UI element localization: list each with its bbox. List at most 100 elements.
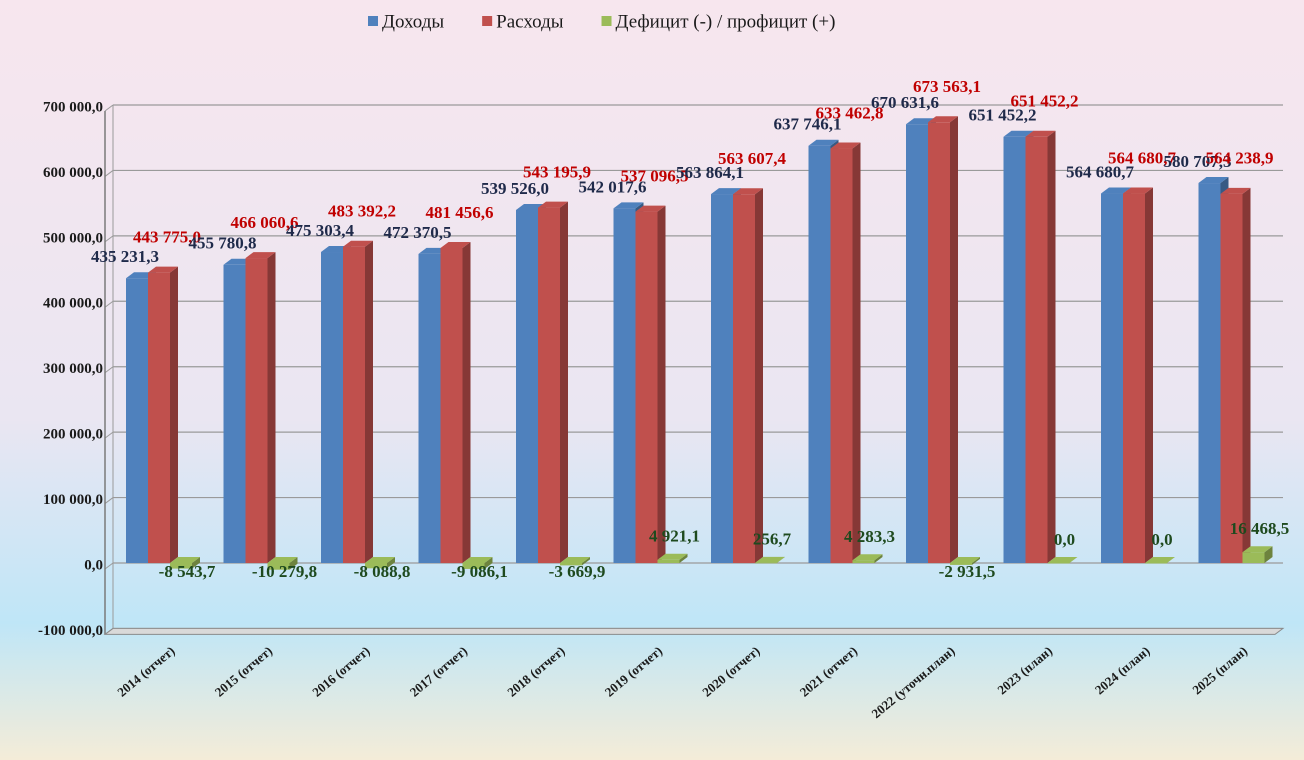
bar-top	[613, 202, 644, 209]
bar-front	[343, 246, 365, 563]
bar-top	[560, 557, 590, 563]
legend-swatch	[601, 16, 612, 26]
value-label: 0,0	[1054, 530, 1075, 549]
value-label: 564 680,7	[1066, 162, 1135, 181]
bar-front	[808, 145, 831, 563]
bar-front	[1047, 563, 1070, 564]
value-label: 637 746,1	[774, 115, 842, 134]
bar-side	[560, 201, 568, 564]
bar-side	[170, 266, 178, 563]
bar-top	[1123, 187, 1153, 194]
y-tick-label: 700 000,0	[43, 99, 103, 115]
y-tick-label: 600 000,0	[43, 165, 103, 181]
bar-side	[484, 557, 493, 569]
value-label: 651 452,2	[1011, 92, 1079, 111]
y-tick-label: 200 000,0	[43, 427, 103, 443]
bar-side	[192, 557, 200, 569]
bar-side	[289, 557, 298, 570]
value-label: 537 096,5	[621, 166, 689, 185]
bar-front	[538, 207, 560, 564]
legend-swatch	[368, 16, 378, 26]
grid-line-depth	[104, 562, 114, 570]
bar-top	[170, 557, 200, 563]
bar-side	[267, 252, 276, 563]
bar-top	[711, 188, 741, 195]
value-label: 4 283,3	[844, 527, 895, 546]
bar-front	[560, 563, 582, 566]
legend-label: Дефицит (-) / профицит (+)	[616, 11, 836, 32]
bar-side	[1242, 187, 1251, 564]
grid-line-depth	[104, 497, 114, 504]
floor	[103, 627, 1285, 635]
bar	[635, 205, 666, 563]
bar-front	[711, 194, 733, 563]
bar	[245, 252, 276, 563]
bar-front	[755, 562, 777, 564]
bar-side	[657, 205, 666, 563]
bar	[462, 557, 493, 569]
value-label: 670 631,6	[871, 93, 939, 112]
bar-top	[343, 240, 373, 247]
bar-front	[1242, 552, 1265, 563]
legend: Доходы Расходы Дефицит (-) / профицит (+)	[368, 11, 835, 32]
bar	[1123, 187, 1153, 564]
bar-side	[1145, 187, 1153, 564]
bar-top	[733, 188, 763, 195]
value-label: 563 607,4	[718, 149, 787, 168]
grid-line-depth	[104, 366, 114, 374]
value-label: 256,7	[753, 530, 792, 549]
bar-top	[148, 266, 178, 273]
bar	[365, 557, 395, 569]
bar-side	[1047, 130, 1056, 563]
y-tick-label: 0,0	[84, 557, 103, 573]
bar	[538, 201, 568, 564]
y-tick-label: 100 000,0	[43, 492, 103, 508]
value-label: 483 392,2	[328, 202, 396, 221]
bar-front	[267, 563, 290, 570]
bar-front	[170, 563, 192, 569]
bar-top	[830, 142, 861, 149]
bar-top	[1198, 177, 1229, 184]
value-label: -8 543,7	[159, 562, 216, 581]
bar-side	[1264, 546, 1273, 563]
value-label: 633 462,8	[816, 103, 884, 122]
legend-label: Расходы	[496, 11, 564, 32]
bar-top	[1047, 557, 1078, 563]
bar-front	[223, 264, 246, 563]
bar-top	[1101, 187, 1131, 194]
bar	[148, 266, 178, 563]
value-label: -8 088,8	[354, 562, 411, 581]
bar	[267, 557, 298, 570]
bar-side	[755, 188, 763, 563]
bar-side	[387, 557, 395, 569]
bar	[1025, 130, 1056, 563]
bar-side	[365, 240, 373, 563]
bar-top	[1242, 546, 1273, 553]
bar	[950, 557, 980, 565]
value-label: -2 931,5	[939, 562, 996, 581]
bar	[440, 241, 471, 564]
y-tick-label: 500 000,0	[43, 230, 103, 246]
bar-side	[777, 556, 785, 563]
bar	[1145, 557, 1175, 564]
value-label: 16 468,5	[1230, 519, 1290, 538]
y-tick-label: 300 000,0	[43, 361, 103, 377]
bar-side	[462, 241, 471, 564]
bar-front	[657, 559, 680, 563]
bar	[560, 557, 590, 566]
legend-item: Дефицит (-) / профицит (+)	[601, 11, 836, 32]
bar-front	[1198, 183, 1221, 563]
bar	[928, 116, 958, 563]
value-label: 0,0	[1151, 530, 1172, 549]
bar-top	[365, 557, 395, 563]
bar-front	[321, 252, 343, 563]
bar-top	[1025, 130, 1056, 137]
bar-front	[148, 272, 170, 563]
bar-top	[462, 557, 493, 563]
bar-top	[755, 556, 785, 563]
bar-side	[852, 142, 861, 563]
bar-top	[538, 201, 568, 208]
bar-front	[1145, 563, 1167, 564]
legend-item: Доходы	[368, 11, 444, 32]
bar	[1220, 187, 1251, 564]
